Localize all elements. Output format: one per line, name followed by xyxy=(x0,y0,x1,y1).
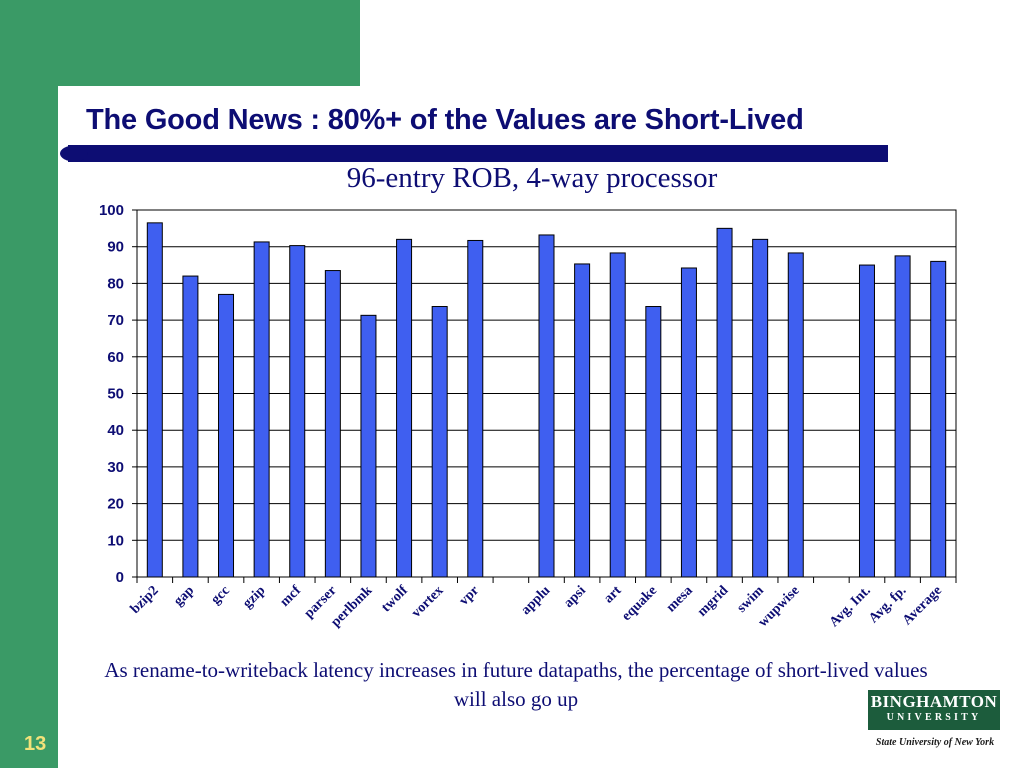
y-tick-label: 40 xyxy=(107,422,124,439)
bar-bzip2 xyxy=(146,222,163,578)
bar-gcc xyxy=(218,293,235,578)
y-tick-label: 100 xyxy=(99,202,124,219)
bar-art xyxy=(609,252,626,578)
x-tick-label: equake xyxy=(619,583,660,624)
bar-applu xyxy=(538,234,555,578)
y-tick-label: 70 xyxy=(107,312,124,329)
logo-box: BINGHAMTON UNIVERSITY xyxy=(868,690,1000,730)
bar-avg-int xyxy=(858,264,875,578)
bar-perlbmk xyxy=(360,314,377,578)
x-tick-label: applu xyxy=(519,583,554,618)
logo-subtitle: State University of New York xyxy=(875,737,995,748)
y-tick-label: 80 xyxy=(107,275,124,292)
y-tick-label: 30 xyxy=(107,459,124,476)
bar-swim xyxy=(752,238,769,578)
slide-number: 13 xyxy=(24,733,47,755)
title-underline xyxy=(60,145,888,162)
university-logo: BINGHAMTON UNIVERSITY State University o… xyxy=(866,690,1004,756)
x-tick-label: gcc xyxy=(208,583,232,607)
y-tick-label: 60 xyxy=(107,349,124,366)
logo-name-line2: UNIVERSITY xyxy=(886,712,982,723)
slide-caption: As rename-to-writeback latency increases… xyxy=(104,658,928,711)
x-tick-label: mgrid xyxy=(695,583,732,620)
x-tick-label: Avg. Int. xyxy=(827,583,874,630)
bar-mgrid xyxy=(716,227,733,578)
x-tick-label: bzip2 xyxy=(128,583,162,617)
bar-twolf xyxy=(396,238,413,578)
bar-apsi xyxy=(574,263,591,578)
x-tick-label: gap xyxy=(171,583,197,609)
bar-parser xyxy=(324,270,341,578)
y-tick-label: 50 xyxy=(107,386,124,403)
bar-wupwise xyxy=(787,252,804,578)
y-tick-label: 10 xyxy=(107,532,124,549)
x-tick-label: twolf xyxy=(379,583,411,615)
x-tick-label: apsi xyxy=(561,583,589,611)
bar-gzip xyxy=(253,241,270,578)
logo-name-line1: BINGHAMTON xyxy=(870,692,998,711)
bar-mcf xyxy=(289,245,306,578)
bar-mesa xyxy=(680,267,697,578)
slide-title: The Good News : 80%+ of the Values are S… xyxy=(86,104,804,136)
x-tick-label: art xyxy=(601,583,624,606)
bar-average xyxy=(930,260,947,578)
y-tick-label: 90 xyxy=(107,239,124,256)
left-accent-bar xyxy=(0,0,58,768)
bar-gap xyxy=(182,275,199,578)
y-tick-label: 0 xyxy=(116,569,124,586)
bar-equake xyxy=(645,306,662,578)
top-accent-block xyxy=(0,0,360,86)
x-tick-label: vpr xyxy=(457,583,482,608)
x-tick-label: Average xyxy=(900,583,945,628)
bar-vortex xyxy=(431,306,448,578)
x-tick-label: mcf xyxy=(278,583,305,610)
y-tick-label: 20 xyxy=(107,496,124,513)
chart-title: 96-entry ROB, 4-way processor xyxy=(346,162,718,194)
bar-avg-fp xyxy=(894,255,911,578)
x-tick-label: swim xyxy=(734,583,767,616)
bar-vpr xyxy=(467,239,484,578)
x-tick-label: vortex xyxy=(409,583,447,621)
x-tick-label: mesa xyxy=(664,583,696,615)
x-tick-label: gzip xyxy=(240,583,268,611)
